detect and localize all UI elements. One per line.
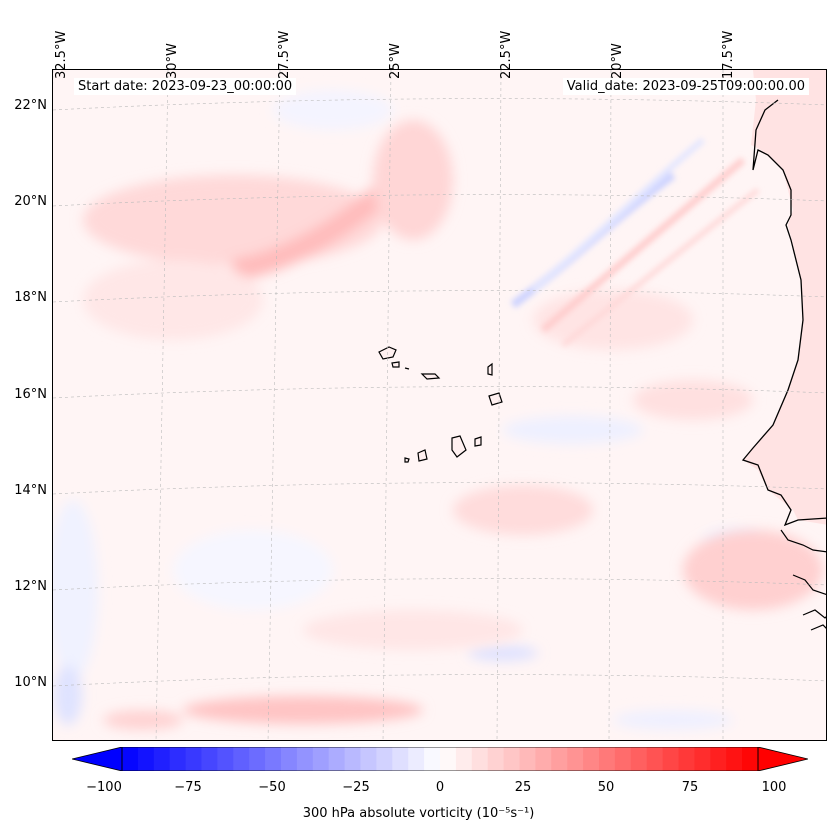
colorbar-cell — [312, 747, 330, 771]
island-fogo — [417, 449, 428, 462]
vorticity-map — [53, 70, 826, 740]
colorbar — [72, 747, 808, 771]
lon-label-25w: 25°W — [388, 43, 403, 79]
colorbar-cell — [233, 747, 250, 771]
colorbar-cell — [265, 747, 282, 771]
lat-label-22n: 22°N — [14, 98, 47, 113]
island-sao-nicolau — [420, 373, 441, 380]
colorbar-cell — [344, 747, 362, 771]
colorbar-tick-50: 50 — [597, 780, 615, 795]
colorbar-cell — [328, 747, 346, 771]
lon-label-17-5w: 17.5°W — [721, 30, 736, 79]
colorbar-cell — [726, 747, 743, 771]
colorbar-cell — [440, 747, 457, 771]
island-sao-vicente — [391, 361, 400, 368]
colorbar-tick-100: 100 — [761, 780, 787, 795]
lat-label-16n: 16°N — [14, 387, 47, 402]
lat-label-14n: 14°N — [14, 483, 47, 498]
colorbar-cell — [487, 747, 505, 771]
island-boa-vista — [488, 392, 503, 406]
colorbar-tick-neg25: −25 — [342, 780, 370, 795]
colorbar-cell — [694, 747, 711, 771]
lon-label-30w: 30°W — [165, 43, 180, 79]
diagonal-negative-band — [510, 137, 705, 309]
colorbar-cells — [122, 747, 759, 771]
africa-land — [743, 70, 826, 525]
lon-label-32-5w: 32.5°W — [54, 30, 69, 79]
colorbar-cell — [599, 747, 616, 771]
colorbar-label: 300 hPa absolute vorticity (10⁻⁵s⁻¹) — [302, 806, 535, 821]
colorbar-cell — [646, 747, 664, 771]
colorbar-cell — [678, 747, 695, 771]
latitude-gridlines — [53, 98, 826, 687]
lon-label-20w: 20°W — [610, 43, 625, 79]
island-santiago — [451, 435, 467, 458]
colorbar-min-extend — [72, 747, 123, 771]
colorbar-max-extend — [757, 747, 808, 771]
lon-label-27-5w: 27.5°W — [277, 30, 292, 79]
start-date-label: Start date: 2023-09-23_00:00:00 — [74, 78, 297, 95]
colorbar-tick-neg50: −50 — [258, 780, 286, 795]
island-sal — [487, 362, 493, 376]
colorbar-cell — [201, 747, 218, 771]
colorbar-cell — [583, 747, 600, 771]
colorbar-cell — [710, 747, 727, 771]
colorbar-cell — [551, 747, 568, 771]
map-panel[interactable] — [52, 69, 827, 741]
colorbar-cell — [137, 747, 155, 771]
colorbar-cell — [519, 747, 536, 771]
island-santa-luzia — [404, 367, 410, 370]
diagonal-positive-bands — [540, 157, 760, 347]
valid-date-label: Valid_date: 2023-09-25T09:00:00.00 — [562, 78, 809, 95]
colorbar-cell — [281, 747, 298, 771]
colorbar-cell — [662, 747, 680, 771]
colorbar-cell — [630, 747, 648, 771]
colorbar-cell — [169, 747, 187, 771]
colorbar-tick-0: 0 — [435, 780, 445, 795]
colorbar-cell — [217, 747, 234, 771]
lat-label-12n: 12°N — [14, 579, 47, 594]
colorbar-cell — [122, 747, 139, 771]
colorbar-outline — [121, 747, 759, 771]
colorbar-cell — [376, 747, 393, 771]
colorbar-tick-75: 75 — [681, 780, 699, 795]
colorbar-cell — [455, 747, 473, 771]
longitude-gridlines — [53, 70, 724, 740]
colorbar-tick-25: 25 — [514, 780, 532, 795]
negative-vorticity-patches — [53, 90, 763, 730]
colorbar-cell — [471, 747, 489, 771]
positive-vorticity-features — [83, 120, 823, 730]
colorbar-cell — [153, 747, 171, 771]
island-brava — [404, 457, 410, 463]
colorbar-cell — [424, 747, 441, 771]
coastline-south — [780, 529, 826, 631]
colorbar-cell — [567, 747, 584, 771]
colorbar-tick-neg75: −75 — [174, 780, 202, 795]
colorbar-cell — [408, 747, 425, 771]
colorbar-cell — [249, 747, 266, 771]
colorbar-cell — [503, 747, 521, 771]
colorbar-tick-neg100: −100 — [86, 780, 122, 795]
colorbar-cell — [742, 747, 759, 771]
colorbar-cell — [360, 747, 377, 771]
colorbar-cell — [535, 747, 552, 771]
colorbar-cell — [614, 747, 632, 771]
coastline — [741, 99, 826, 527]
lat-label-18n: 18°N — [14, 290, 47, 305]
lat-label-20n: 20°N — [14, 194, 47, 209]
lat-label-10n: 10°N — [14, 675, 47, 690]
colorbar-cell — [185, 747, 203, 771]
colorbar-cell — [392, 747, 409, 771]
colorbar-cell — [296, 747, 314, 771]
lon-label-22-5w: 22.5°W — [499, 30, 514, 79]
island-maio — [474, 436, 482, 447]
